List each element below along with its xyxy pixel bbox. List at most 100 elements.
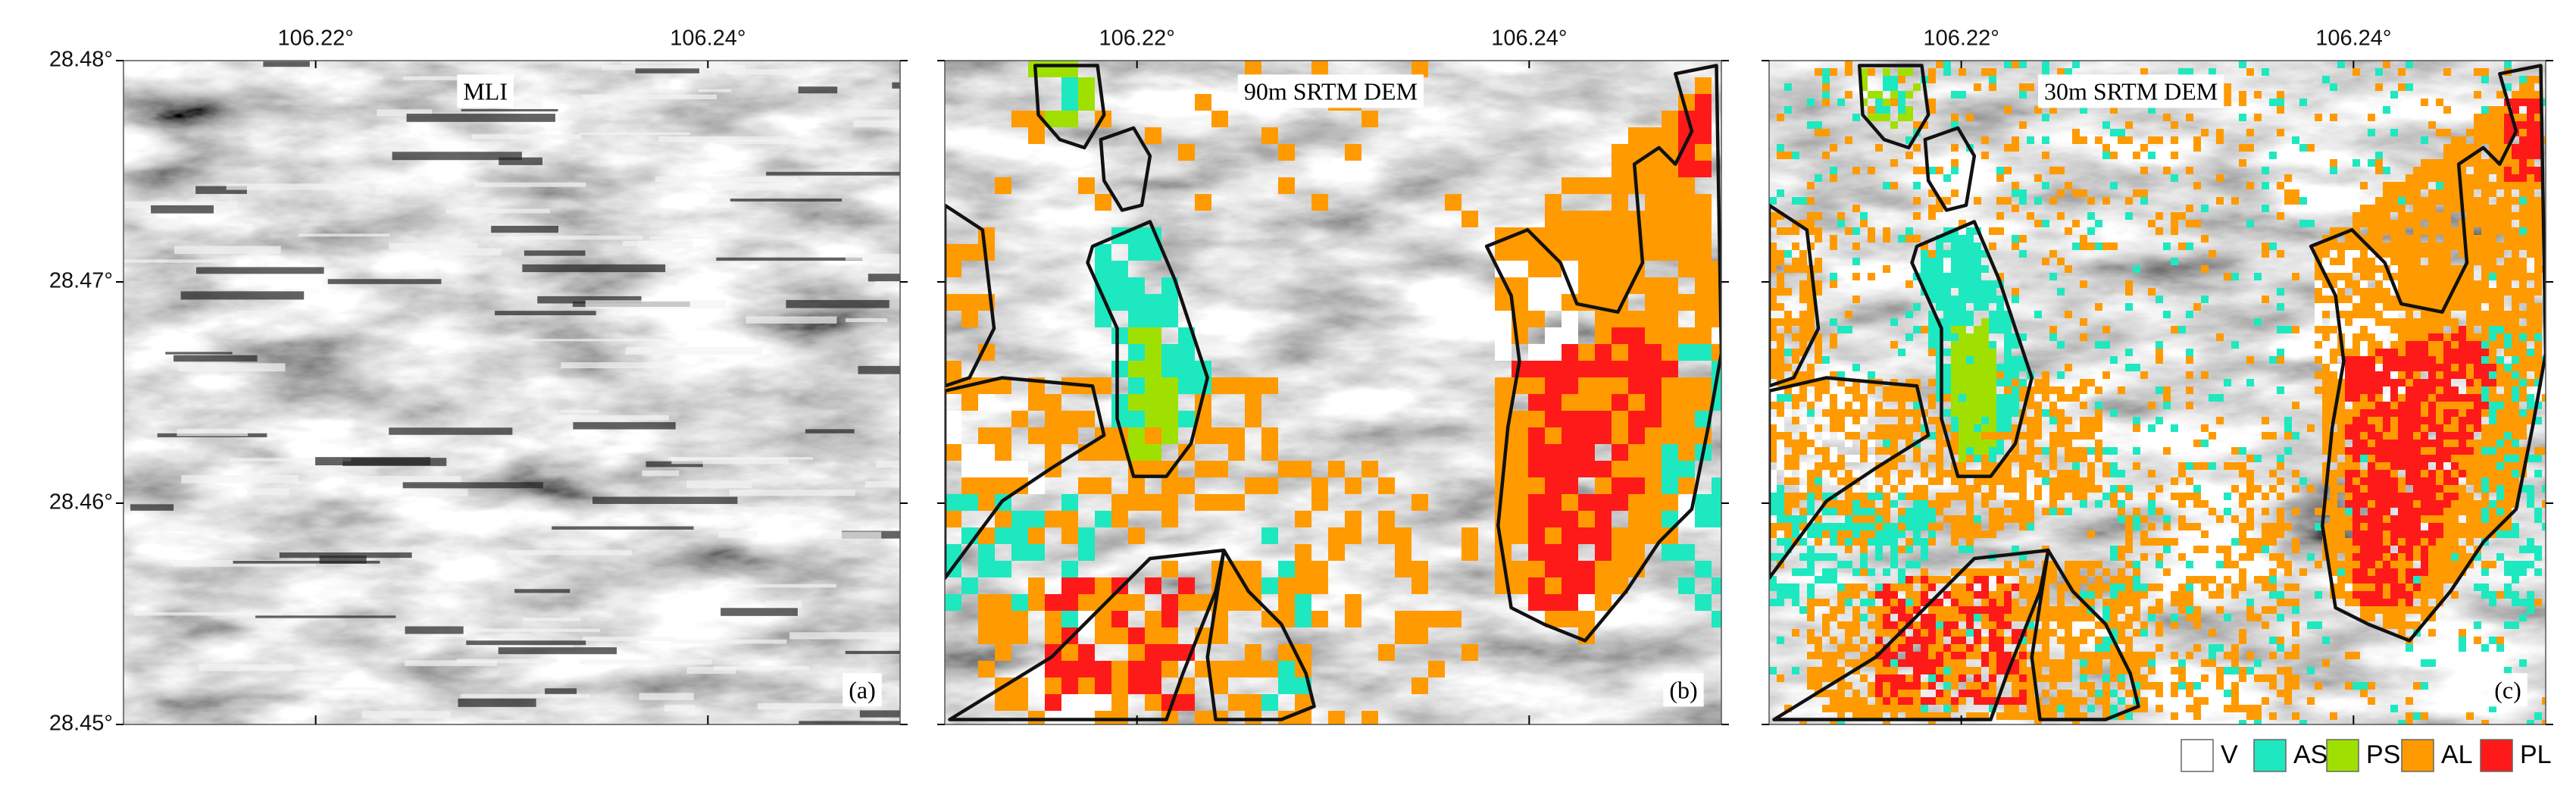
class-cell <box>1837 591 1845 599</box>
class-cell <box>2390 197 2398 205</box>
class-cell <box>2231 659 2239 667</box>
class-cell <box>2307 553 2315 561</box>
class-cell <box>1228 444 1245 461</box>
class-cell <box>2375 591 2383 599</box>
class-cell <box>2436 409 2443 417</box>
class-cell <box>2406 273 2413 280</box>
class-cell <box>2209 659 2216 667</box>
class-cell <box>2519 258 2527 265</box>
class-cell <box>2481 121 2489 129</box>
class-cell <box>1989 326 1996 333</box>
class-cell <box>2496 508 2504 515</box>
class-cell <box>2459 402 2466 409</box>
class-cell <box>1784 462 1792 470</box>
class-cell <box>1989 424 1996 432</box>
class-cell <box>1883 182 1890 189</box>
class-cell <box>1261 444 1278 461</box>
class-cell <box>995 594 1011 611</box>
class-cell <box>2390 235 2398 242</box>
class-cell <box>1695 511 1712 527</box>
class-cell <box>1898 76 1905 83</box>
class-cell <box>2466 500 2474 508</box>
class-cell <box>2474 402 2481 409</box>
class-cell <box>2489 485 2496 493</box>
class-cell <box>1921 538 1928 546</box>
class-cell <box>1875 629 1883 637</box>
class-cell <box>1662 194 1678 211</box>
class-cell <box>2421 440 2428 447</box>
class-cell <box>2443 576 2451 584</box>
class-cell <box>2496 530 2504 538</box>
class-cell <box>2110 576 2118 584</box>
class-cell <box>2519 242 2527 250</box>
class-cell <box>1989 674 1996 682</box>
class-cell <box>2049 167 2057 174</box>
class-cell <box>1943 621 1951 629</box>
class-cell <box>2163 402 2171 409</box>
class-cell <box>1261 127 1278 144</box>
class-cell <box>1128 594 1145 611</box>
class-cell <box>2474 500 2481 508</box>
class-cell <box>2368 455 2375 462</box>
class-cell <box>2148 614 2156 621</box>
class-cell <box>2133 152 2140 159</box>
image-streak <box>477 720 527 722</box>
class-cell <box>2110 705 2118 712</box>
class-cell <box>1974 606 1981 614</box>
class-cell <box>2413 485 2421 493</box>
class-cell <box>2299 197 2307 205</box>
class-cell <box>2398 250 2406 258</box>
class-cell <box>1966 242 1974 250</box>
class-cell <box>2042 652 2049 659</box>
class-cell <box>2428 227 2436 235</box>
class-cell <box>2337 485 2345 493</box>
class-cell <box>2481 485 2489 493</box>
class-cell <box>2527 303 2534 311</box>
class-cell <box>2262 167 2269 174</box>
class-cell <box>1959 349 1966 356</box>
class-cell <box>2231 690 2239 697</box>
class-cell <box>2504 424 2512 432</box>
class-cell <box>2133 447 2140 455</box>
class-cell <box>2322 417 2330 424</box>
class-cell <box>1211 661 1228 677</box>
class-cell <box>1822 523 1830 530</box>
class-cell <box>2519 227 2527 235</box>
class-cell <box>2057 621 2065 629</box>
class-cell <box>1161 511 1178 527</box>
class-cell <box>1913 167 1921 174</box>
class-cell <box>2398 356 2406 364</box>
class-cell <box>2065 621 2072 629</box>
class-cell <box>1061 427 1078 444</box>
class-cell <box>1959 523 1966 530</box>
class-cell <box>2428 333 2436 341</box>
class-cell <box>2375 432 2383 440</box>
class-cell <box>2466 477 2474 485</box>
class-cell <box>2398 621 2406 629</box>
class-cell <box>1974 515 1981 523</box>
class-cell <box>1712 511 1728 527</box>
class-cell <box>995 561 1011 577</box>
class-cell <box>2118 697 2125 705</box>
class-cell <box>2345 515 2352 523</box>
class-cell <box>1161 611 1178 627</box>
class-cell <box>2330 538 2337 546</box>
class-cell <box>2398 341 2406 349</box>
class-cell <box>2315 371 2322 379</box>
class-cell <box>1815 538 1822 546</box>
class-cell <box>2451 265 2459 273</box>
class-cell <box>1974 447 1981 455</box>
class-cell <box>2330 326 2337 333</box>
class-cell <box>1981 462 1989 470</box>
class-cell <box>2034 652 2042 659</box>
class-cell <box>2451 500 2459 508</box>
class-cell <box>2421 712 2428 720</box>
class-cell <box>2125 485 2133 493</box>
class-cell <box>961 311 978 327</box>
class-cell <box>2428 356 2436 364</box>
class-cell <box>2390 386 2398 394</box>
class-cell <box>1860 447 1868 455</box>
class-cell <box>1815 424 1822 432</box>
class-cell <box>1545 361 1562 377</box>
class-cell <box>1612 561 1628 577</box>
